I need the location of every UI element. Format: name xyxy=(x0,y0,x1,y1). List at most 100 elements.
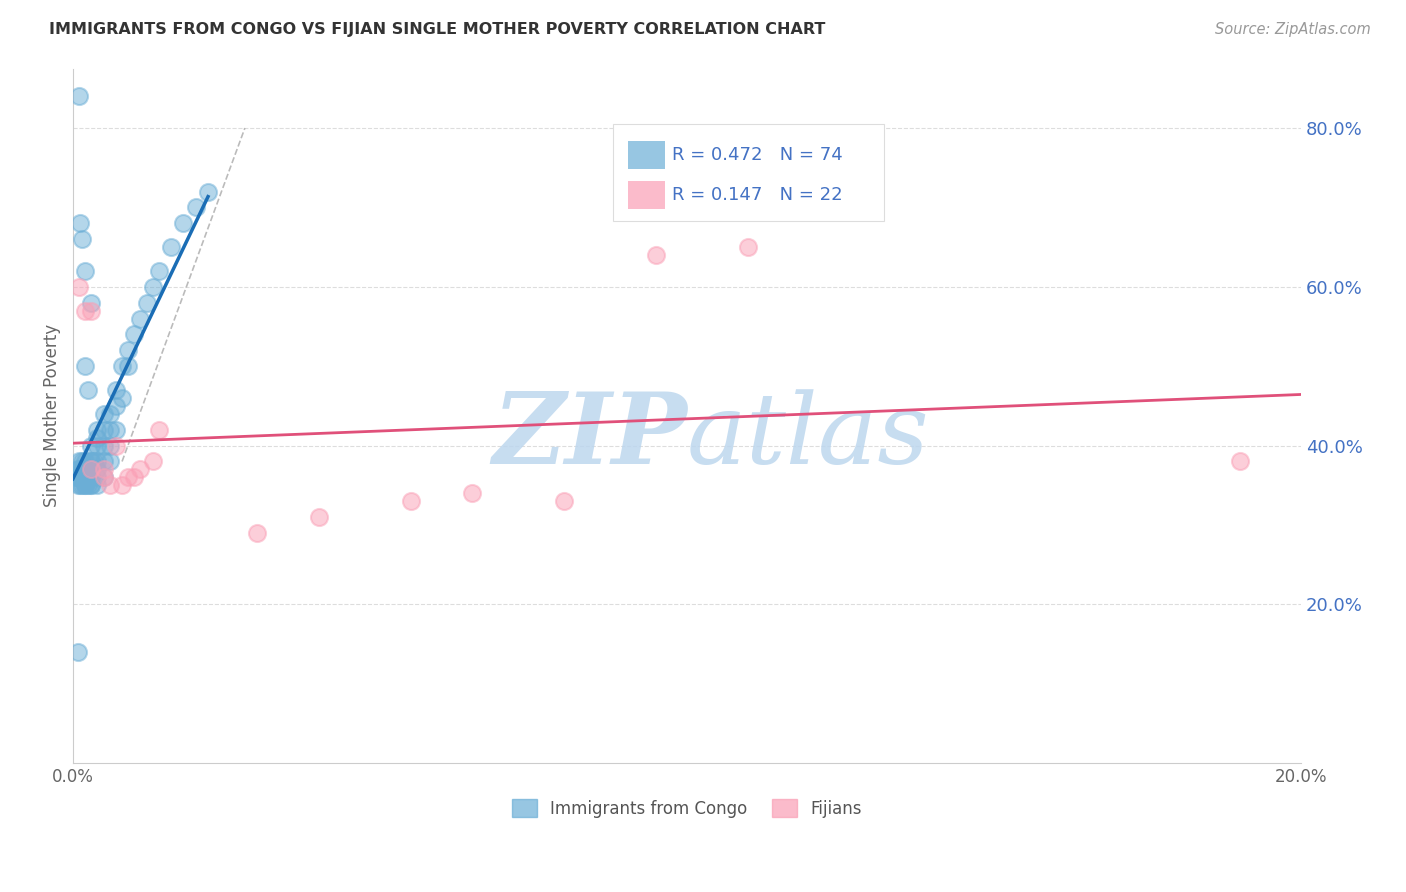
Point xyxy=(69,470,91,484)
Point xyxy=(104,383,127,397)
Point xyxy=(93,439,115,453)
Point xyxy=(70,462,93,476)
Point xyxy=(129,311,152,326)
Y-axis label: Single Mother Poverty: Single Mother Poverty xyxy=(44,325,60,508)
Point xyxy=(70,470,93,484)
Point xyxy=(399,494,422,508)
Text: ZIP: ZIP xyxy=(492,388,688,485)
Point xyxy=(142,280,165,294)
Point xyxy=(98,478,121,492)
Point xyxy=(86,431,108,445)
Point xyxy=(124,470,146,484)
Point xyxy=(104,423,127,437)
Point xyxy=(75,478,97,492)
Point xyxy=(98,407,121,421)
Point xyxy=(80,295,103,310)
Point xyxy=(135,295,157,310)
Bar xyxy=(628,142,665,169)
Point xyxy=(67,89,90,103)
Point xyxy=(75,359,97,374)
Point xyxy=(246,525,269,540)
Point xyxy=(70,470,93,484)
Point xyxy=(70,478,93,492)
Point xyxy=(80,462,103,476)
Point xyxy=(93,462,115,476)
Point xyxy=(80,303,103,318)
Point xyxy=(111,359,134,374)
Point xyxy=(80,470,103,484)
Point xyxy=(93,407,115,421)
Point xyxy=(142,454,165,468)
Point xyxy=(93,454,115,468)
Point xyxy=(117,343,139,358)
Point xyxy=(117,359,139,374)
Point xyxy=(75,303,97,318)
Point xyxy=(70,232,93,246)
Point xyxy=(86,439,108,453)
Point xyxy=(67,470,90,484)
Point xyxy=(66,462,89,476)
Point xyxy=(86,454,108,468)
Point xyxy=(80,454,103,468)
Point xyxy=(75,462,97,476)
Point xyxy=(75,470,97,484)
Point xyxy=(66,478,89,492)
Point xyxy=(70,454,93,468)
Point xyxy=(75,470,97,484)
Point xyxy=(67,470,90,484)
Text: IMMIGRANTS FROM CONGO VS FIJIAN SINGLE MOTHER POVERTY CORRELATION CHART: IMMIGRANTS FROM CONGO VS FIJIAN SINGLE M… xyxy=(49,22,825,37)
Point xyxy=(645,248,668,262)
Point xyxy=(75,454,97,468)
Point xyxy=(80,462,103,476)
Text: R = 0.472   N = 74: R = 0.472 N = 74 xyxy=(672,146,844,164)
Point xyxy=(308,510,330,524)
Point xyxy=(75,470,97,484)
Point xyxy=(75,462,97,476)
Point xyxy=(80,454,103,468)
Point xyxy=(98,454,121,468)
Point xyxy=(67,462,90,476)
Point xyxy=(66,645,89,659)
Point xyxy=(553,494,575,508)
Point xyxy=(80,462,103,476)
Point xyxy=(80,478,103,492)
Text: R = 0.147   N = 22: R = 0.147 N = 22 xyxy=(672,186,844,204)
Point xyxy=(65,470,87,484)
Point xyxy=(148,264,170,278)
Text: Source: ZipAtlas.com: Source: ZipAtlas.com xyxy=(1215,22,1371,37)
Point xyxy=(461,486,484,500)
Point xyxy=(172,216,194,230)
Point xyxy=(104,439,127,453)
Point xyxy=(77,478,100,492)
Point xyxy=(86,462,108,476)
Point xyxy=(69,478,91,492)
Point xyxy=(184,201,207,215)
Point xyxy=(197,185,219,199)
Point xyxy=(80,470,103,484)
Point xyxy=(124,327,146,342)
Point xyxy=(93,470,115,484)
Bar xyxy=(628,181,665,209)
Text: atlas: atlas xyxy=(688,389,929,484)
Point xyxy=(86,470,108,484)
Point xyxy=(80,478,103,492)
Point xyxy=(98,423,121,437)
Point xyxy=(67,454,90,468)
Point xyxy=(75,264,97,278)
Point xyxy=(86,478,108,492)
Point xyxy=(111,391,134,405)
Point xyxy=(129,462,152,476)
Point xyxy=(80,439,103,453)
Point xyxy=(93,423,115,437)
Point xyxy=(93,470,115,484)
Point xyxy=(148,423,170,437)
Point xyxy=(160,240,183,254)
Point xyxy=(69,216,91,230)
Point xyxy=(117,470,139,484)
Point xyxy=(77,383,100,397)
Point xyxy=(1229,454,1251,468)
Point xyxy=(67,280,90,294)
Legend: Immigrants from Congo, Fijians: Immigrants from Congo, Fijians xyxy=(505,793,869,824)
FancyBboxPatch shape xyxy=(613,124,883,221)
Point xyxy=(73,470,96,484)
